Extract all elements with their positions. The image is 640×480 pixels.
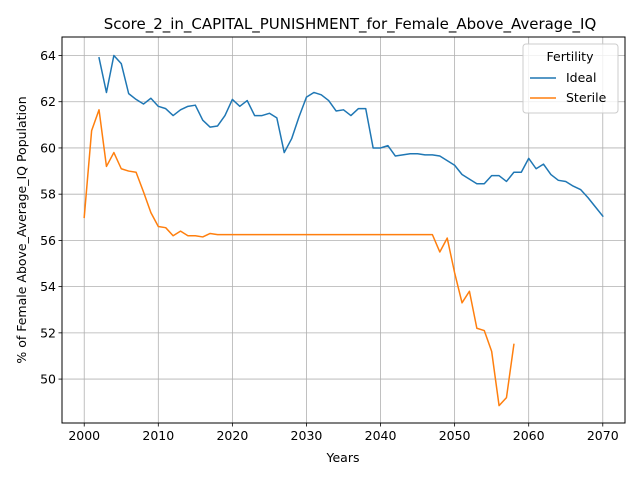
x-tick-label: 2020 [216,428,248,443]
legend: Fertility Ideal Sterile [522,43,619,114]
plot-frame [61,36,626,424]
x-tick-label: 2040 [365,428,397,443]
y-tick-label: 50 [40,372,56,387]
y-tick-label: 60 [40,140,56,155]
axis-ticks: 2000 2010 2020 2030 2040 2050 2060 2070 50 52 54 56… [40,48,619,443]
legend-label-sterile: Sterile [566,90,607,105]
legend-box [522,43,619,114]
y-axis-label: % of Female Above_Average_IQ Population [14,96,29,363]
y-tick-label: 62 [40,94,56,109]
y-tick-label: 58 [40,187,56,202]
x-tick-label: 2070 [587,428,619,443]
y-tick-label: 64 [40,48,56,63]
y-tick-label: 56 [40,233,56,248]
grid-lines [62,37,625,423]
x-tick-label: 2030 [291,428,323,443]
x-axis-label: Years [326,450,360,465]
chart-title: Score_2_in_CAPITAL_PUNISHMENT_for_Female… [104,15,597,34]
x-tick-label: 2060 [513,428,545,443]
series-line-sterile [83,109,515,407]
legend-label-ideal: Ideal [566,70,596,85]
legend-title: Fertility [547,49,595,64]
y-tick-label: 52 [40,325,56,340]
y-tick-label: 54 [40,279,56,294]
series-line-ideal [98,54,604,218]
series-lines [83,54,604,407]
x-tick-label: 2010 [142,428,174,443]
x-tick-label: 2000 [68,428,100,443]
x-tick-label: 2050 [439,428,471,443]
